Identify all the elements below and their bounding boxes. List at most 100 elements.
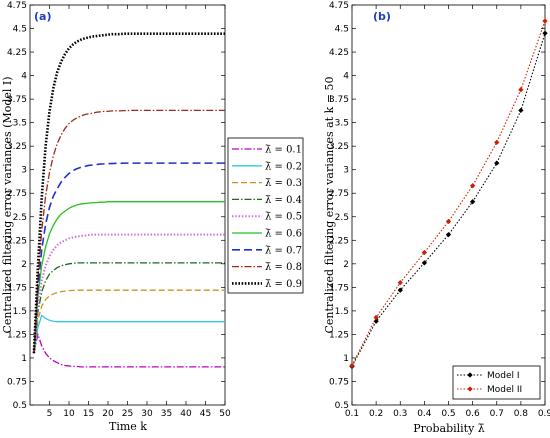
x-axis-label-b: Probability λ̄ [413,422,485,435]
data-point-b-1 [397,287,404,293]
y-axis-label-a: Centralized filtering error variances (M… [1,76,14,333]
legend-b-marker [467,386,473,392]
chart-a-ytick-label: 0.5 [13,401,27,411]
legend-a: λ̄ = 0.1 λ̄ = 0.2 λ̄ = 0.3 λ̄ = 0.4 λ̄ = 0.5… [227,137,304,294]
chart-b-ytick-label: 0.5 [335,401,349,411]
chart-a-ytick-label: 4.5 [13,25,27,35]
legend-a-label: λ̄ = 0.2 [265,161,302,172]
chart-b-ytick-label: 1 [343,354,349,364]
legend-a-label: λ̄ = 0.5 [265,212,302,223]
chart-a-ytick-label: 2.5 [13,213,27,223]
data-point-b-2 [397,279,404,286]
chart-a-xtick-label: 15 [83,409,94,419]
legend-b-box [452,365,541,400]
chart-b-ytick-label: 1.25 [329,330,349,340]
legend-a-label: λ̄ = 0.8 [265,262,302,273]
series-line-6 [33,201,225,354]
legend-a-box [227,137,304,294]
chart-a-ytick-label: 4 [21,72,27,82]
chart-a-ytick-label: 2 [21,260,27,270]
chart-b-ytick-label: 4.25 [329,48,349,58]
chart-a-xtick-label: 35 [161,409,172,419]
data-point-b-1 [542,30,548,36]
legend-a-label: λ̄ = 0.9 [265,279,302,290]
chart-b-ytick-label: 2.5 [335,213,349,223]
data-point-b-2 [493,139,500,146]
chart-a-ytick-label: 1 [21,354,27,364]
x-axis-label-a-text: Time k [109,420,147,433]
chart-b-ytick-label: 1.5 [335,307,349,317]
chart-a-xtick-label: 50 [219,409,231,419]
series-line-8 [33,109,225,354]
chart-a-ytick-label: 0.75 [7,377,27,387]
data-point-b-2 [469,182,476,189]
series-line-5 [32,233,225,354]
chart-a-ytick-label: 3 [21,166,27,176]
chart-b-ytick-label: 4.75 [329,1,349,11]
legend-a-label: λ̄ = 0.1 [265,145,302,156]
chart-b-ytick-label: 4.5 [335,25,349,35]
plot-area-b [351,4,546,406]
chart-b-xtick-label: 0.1 [345,409,359,419]
data-point-b-2 [542,18,548,24]
chart-a-ytick-label: 1.5 [13,307,27,317]
chart-panel-a: 0.5 0.75 1 1.25 1.5 1.75 2 2.25 2.5 2.75 3 3.25 3.5 3… [1,1,231,433]
data-point-b-1 [493,160,500,166]
chart-a-xtick-label: 30 [141,409,153,419]
chart-b-ytick-label: 2.75 [329,189,349,199]
chart-b-xtick-label: 0.6 [465,409,480,419]
chart-b-ytick-label: 2.25 [329,236,349,246]
chart-a-ytick-label: 3.75 [7,95,27,105]
panel-label-b: (b) [373,10,391,23]
data-point-b-1 [518,107,524,114]
chart-a-xtick-label: 5 [47,409,53,419]
chart-a-ytick-label: 4.75 [7,1,27,11]
chart-a-ytick-label: 3.25 [7,142,27,152]
x-axis-label-a: Time k [109,420,147,433]
series-line-1 [33,331,225,368]
series-line-2 [33,314,225,354]
chart-a-xtick-label: 25 [122,409,133,419]
chart-b-ytick-label: 3.75 [329,95,349,105]
legend-b-label: Model II [487,385,522,395]
panel-label-a: (a) [34,10,51,23]
y-axis-label-b: Centralized filtering error variances at… [323,76,336,333]
chart-a-ytick-label: 4.25 [7,48,27,58]
legend-a-label: λ̄ = 0.6 [265,229,302,240]
legend-a-label: λ̄ = 0.7 [265,245,302,256]
chart-b-xtick-label: 0.5 [441,409,455,419]
series-line-4 [33,262,225,354]
chart-b-xtick-label: 0.8 [514,409,529,419]
chart-b-xtick-label: 0.2 [369,409,383,419]
chart-a-xtick-label: 40 [180,409,192,419]
series-line-3 [33,289,225,354]
chart-a-ytick-label: 1.25 [7,330,27,340]
chart-b-xtick-label: 0.7 [490,409,504,419]
data-point-b-2 [421,249,428,256]
chart-b-ytick-label: 3.25 [329,142,349,152]
chart-a-xtick-label: 45 [200,409,211,419]
plot-area-a [29,4,226,406]
data-point-b-2 [373,314,379,321]
chart-panel-b: 0.5 0.75 1 1.25 1.5 1.75 2 2.25 2.5 2.75 3 3.25 3.5 3… [323,1,550,435]
chart-b-ytick-label: 3 [343,166,349,176]
chart-b-xtick-label: 0.9 [538,409,550,419]
data-point-b-2 [518,86,524,93]
legend-a-label: λ̄ = 0.4 [265,195,302,206]
chart-b-ytick-label: 4 [343,72,349,82]
data-point-b-2 [349,362,355,369]
chart-b-ytick-label: 3.5 [335,119,349,129]
legend-b-marker [467,372,473,378]
data-point-b-1 [421,260,428,266]
data-point-b-2 [445,218,452,225]
chart-a-ytick-label: 1.75 [7,283,27,293]
chart-b-ytick-label: 2 [343,260,349,270]
chart-b-ytick-label: 1.75 [329,283,349,293]
chart-a-ytick-label: 2.75 [7,189,27,199]
chart-a-xtick-label: 20 [102,409,114,419]
legend-b: Model I Model II [452,365,541,400]
chart-b-ytick-label: 0.75 [329,377,349,387]
chart-a-ytick-label: 2.25 [7,236,27,246]
legend-b-label: Model I [487,371,520,381]
